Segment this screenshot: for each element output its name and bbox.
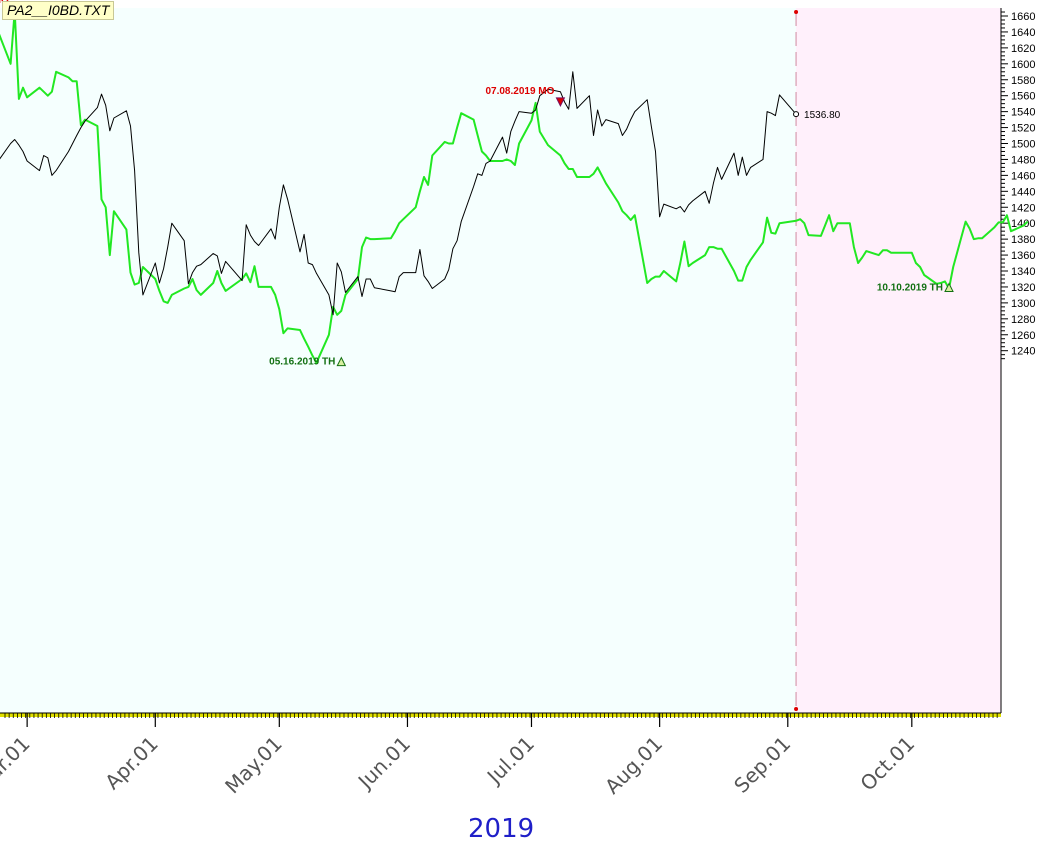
- cycle-series-line: [0, 10, 1029, 364]
- divider-marker-top: [794, 10, 799, 14]
- y-tick-label: 1620: [1011, 43, 1035, 55]
- y-tick-label: 1580: [1011, 75, 1035, 87]
- y-axis: 1240 1260 1280 1300 1320 1340 1360 1380 1400 1420…: [1000, 8, 1035, 713]
- x-tick-label: Mar.01: [0, 732, 35, 797]
- y-tick-label: 1600: [1011, 59, 1035, 71]
- x-tick-label: Sep.01: [729, 732, 795, 798]
- y-tick-label: 1640: [1011, 27, 1035, 39]
- y-tick-label: 1260: [1011, 330, 1035, 342]
- trough-marker: [336, 356, 347, 367]
- y-tick-label: 1240: [1011, 346, 1035, 358]
- x-tick-label: Jun.01: [352, 732, 415, 795]
- history-region: [0, 8, 797, 713]
- trough-label: 05.16.2019 TH: [269, 357, 335, 368]
- y-tick-label: 1660: [1011, 11, 1035, 23]
- y-tick-label: 1440: [1011, 186, 1035, 198]
- y-tick-label: 1340: [1011, 266, 1035, 278]
- y-tick-label: 1300: [1011, 298, 1035, 310]
- y-tick-label: 1540: [1011, 107, 1035, 119]
- chart-background: [0, 8, 1001, 713]
- y-tick-label: 1320: [1011, 282, 1035, 294]
- y-tick-label: 1420: [1011, 202, 1035, 214]
- y-tick-label: 1480: [1011, 154, 1035, 166]
- file-name-tag: PA2__I0BD.TXT: [2, 1, 115, 20]
- x-tick-label: Apr.01: [100, 732, 163, 795]
- x-axis: Mar.01 Apr.01 May.01 Jun.01 Jul.01 Aug.01 Sep.…: [0, 712, 1001, 799]
- y-tick-label: 1460: [1011, 170, 1035, 182]
- x-tick-label: Oct.01: [855, 732, 919, 796]
- last-price-marker: [793, 111, 800, 118]
- y-tick-label: 1400: [1011, 218, 1035, 230]
- peak-label: 07.08.2019 MO: [485, 86, 554, 97]
- year-label: 2019: [468, 814, 535, 844]
- peak-marker: [555, 97, 566, 107]
- x-tick-label: Jul.01: [481, 732, 539, 790]
- x-tick-label: May.01: [220, 732, 287, 799]
- y-tick-label: 1380: [1011, 234, 1035, 246]
- series-lines: [0, 10, 1029, 364]
- x-axis-band: [0, 713, 1001, 717]
- trough-label: 10.10.2019 TH: [877, 283, 943, 294]
- x-tick-label: Aug.01: [600, 732, 667, 799]
- price-series-line: [0, 71, 797, 316]
- y-tick-label: 1360: [1011, 250, 1035, 262]
- forecast-region: [796, 8, 1001, 713]
- y-tick-label: 1500: [1011, 139, 1035, 151]
- last-price-label: 1536.80: [804, 110, 841, 121]
- divider-marker-bottom: [794, 707, 799, 711]
- y-tick-label: 1280: [1011, 314, 1035, 326]
- y-tick-label: 1560: [1011, 91, 1035, 103]
- y-tick-label: 1520: [1011, 123, 1035, 135]
- trough-marker: [944, 282, 954, 293]
